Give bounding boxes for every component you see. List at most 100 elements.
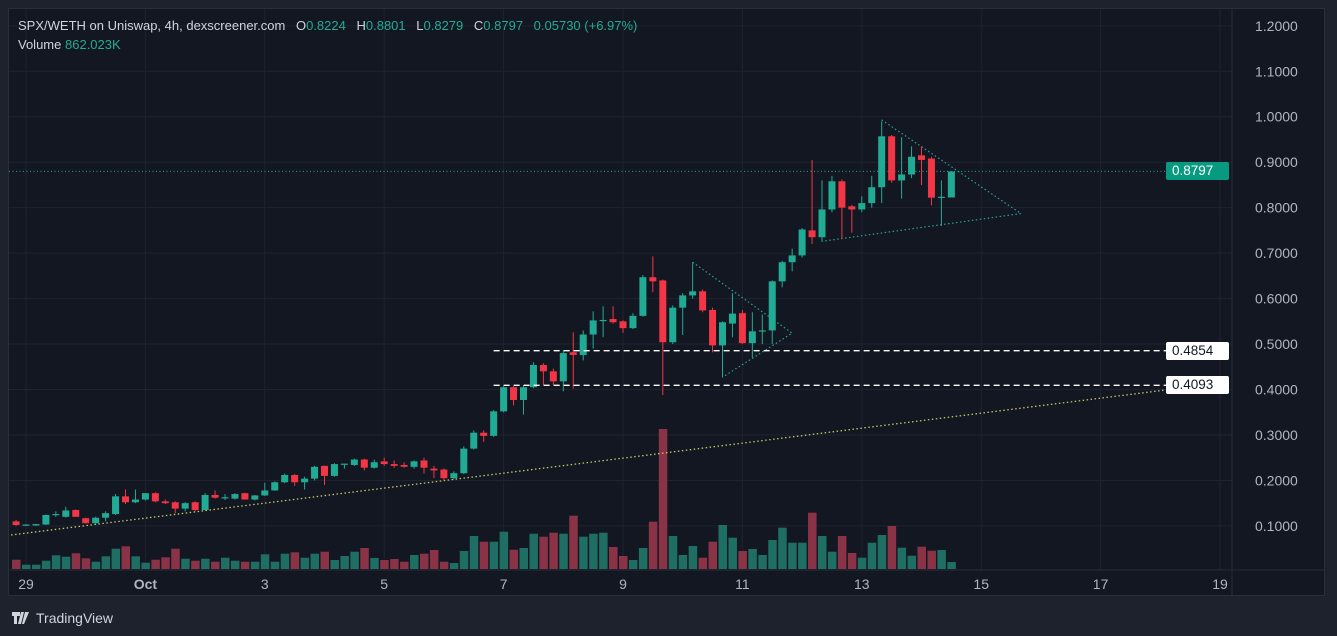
candle-body xyxy=(450,473,458,479)
candle xyxy=(649,256,657,293)
volume-bar xyxy=(857,557,867,569)
candle xyxy=(490,409,498,437)
volume-bar xyxy=(260,554,270,569)
price-tick-label: 1.1000 xyxy=(1255,63,1298,79)
volume-bar xyxy=(22,564,31,569)
candle-body xyxy=(609,319,617,323)
price-tick-label: 0.5000 xyxy=(1255,336,1298,352)
candle xyxy=(410,460,418,469)
candle-body xyxy=(191,502,199,510)
volume-bar xyxy=(539,536,548,569)
candle xyxy=(281,473,289,484)
candle-body xyxy=(649,277,657,282)
volume-bars xyxy=(12,429,956,569)
volume-bar xyxy=(131,556,140,569)
tradingview-logo[interactable]: TradingView xyxy=(12,610,113,626)
brand-name: TradingView xyxy=(36,610,114,626)
time-tick-label: 7 xyxy=(500,576,508,592)
candle-body xyxy=(828,181,836,210)
candle xyxy=(321,465,328,485)
candle xyxy=(500,385,508,413)
time-tick-label: 13 xyxy=(854,576,870,592)
volume-bar xyxy=(290,552,300,569)
candle xyxy=(151,492,159,503)
volume-bar xyxy=(429,550,439,569)
volume-bar xyxy=(738,551,747,569)
volume-bar xyxy=(788,542,797,569)
volume-bar xyxy=(927,550,936,569)
volume-bar xyxy=(151,559,160,569)
candle-body xyxy=(719,322,726,346)
volume-bar xyxy=(529,533,538,569)
candle xyxy=(122,489,129,505)
candle xyxy=(619,320,627,333)
price-tick-label: 0.4000 xyxy=(1255,382,1298,398)
time-tick-label: 29 xyxy=(18,576,34,592)
candle xyxy=(311,465,319,481)
candle-body xyxy=(430,468,438,471)
candle-body xyxy=(42,514,50,525)
candle-body xyxy=(460,448,468,474)
volume-bar xyxy=(81,558,91,569)
volume-bar xyxy=(887,526,897,569)
time-tick-label: Oct xyxy=(134,576,158,592)
candle-body xyxy=(301,478,309,483)
candle-body xyxy=(908,156,916,175)
triangle-pattern xyxy=(692,261,794,378)
candle xyxy=(22,524,30,526)
level-badge-2[interactable]: 0.4093 xyxy=(1166,376,1229,395)
drawings xyxy=(9,119,1221,536)
volume-bar xyxy=(111,548,121,569)
tradingview-logo-icon xyxy=(12,612,29,624)
time-tick-label: 19 xyxy=(1212,576,1228,592)
candle-body xyxy=(868,187,876,204)
candle xyxy=(898,137,906,199)
volume-bar xyxy=(718,525,727,569)
volume-bar xyxy=(240,561,250,569)
candle-body xyxy=(937,196,945,198)
candle-body xyxy=(122,496,129,503)
candle xyxy=(808,159,816,245)
candle-body xyxy=(82,518,90,524)
price-tick-label: 0.3000 xyxy=(1255,427,1298,443)
time-tick-label: 17 xyxy=(1093,576,1109,592)
candle xyxy=(330,463,338,477)
candle-body xyxy=(271,482,279,491)
time-axis[interactable]: 29 Oct 3 5 7 9 11 13 15 17 19 xyxy=(18,576,1228,592)
candle xyxy=(719,321,726,378)
candle xyxy=(709,307,717,353)
price-axis[interactable]: 0.1000 0.2000 0.3000 0.4000 0.5000 0.6000 0.70… xyxy=(1255,18,1298,534)
symbol-title: SPX/WETH on Uniswap, 4h, dexscreener.com xyxy=(18,18,286,33)
time-tick-label: 9 xyxy=(619,576,627,592)
volume-bar xyxy=(589,533,598,569)
candle-body xyxy=(360,459,368,468)
candle xyxy=(599,306,607,338)
candle xyxy=(201,493,209,511)
volume-bar xyxy=(708,541,718,569)
volume-bar xyxy=(390,559,399,569)
candle xyxy=(818,180,826,242)
volume-bar xyxy=(937,550,946,569)
candle xyxy=(52,511,60,517)
candle xyxy=(549,368,557,385)
candle-body xyxy=(251,495,259,500)
candle xyxy=(221,494,229,500)
candle xyxy=(878,121,886,204)
candle-body xyxy=(659,280,667,343)
level-badge-1[interactable]: 0.4854 xyxy=(1166,341,1229,360)
volume-bar xyxy=(91,561,101,569)
candle-body xyxy=(181,503,189,509)
candle xyxy=(32,524,40,526)
volume-bar xyxy=(688,546,698,569)
volume-bar xyxy=(619,556,628,569)
candle-body xyxy=(878,136,886,188)
volume-bar xyxy=(698,557,708,569)
volume-bar xyxy=(609,547,618,569)
volume-bar xyxy=(161,557,170,569)
candle xyxy=(669,305,677,345)
volume-bar xyxy=(648,521,658,569)
volume-bar xyxy=(877,535,887,569)
candle xyxy=(430,465,438,479)
candle xyxy=(480,430,488,442)
